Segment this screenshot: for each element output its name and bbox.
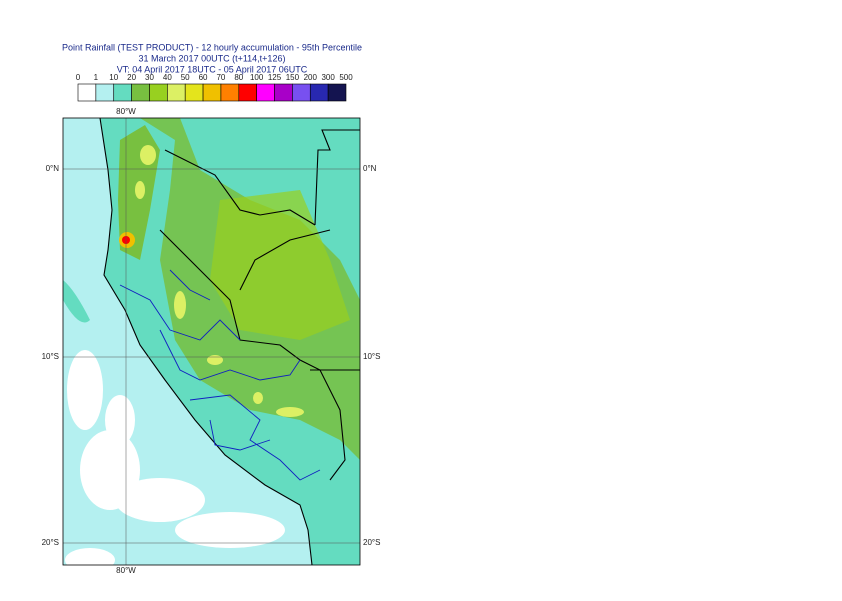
legend-label: 50 — [181, 73, 190, 82]
legend-label: 100 — [250, 73, 264, 82]
lat-label: 20°S — [42, 538, 59, 547]
legend-label: 40 — [163, 73, 172, 82]
legend-swatch — [184, 83, 204, 102]
legend-swatch — [220, 83, 240, 102]
lat-label: 10°S — [363, 352, 380, 361]
legend-label: 125 — [268, 73, 282, 82]
legend-label: 200 — [304, 73, 318, 82]
legend-swatch — [202, 83, 222, 102]
legend-label: 500 — [339, 73, 353, 82]
legend-label: 10 — [109, 73, 118, 82]
legend-swatch — [256, 83, 275, 102]
legend-label: 70 — [216, 73, 225, 82]
lat-label: 10°S — [42, 352, 59, 361]
legend-swatch — [131, 83, 150, 102]
legend-label: 300 — [321, 73, 335, 82]
legend-swatch — [95, 83, 115, 102]
lat-label: 20°S — [363, 538, 380, 547]
legend-swatch — [327, 83, 347, 102]
map-frame — [62, 117, 361, 566]
legend-label: 1 — [94, 73, 99, 82]
legend-swatch — [292, 83, 311, 102]
legend-label: 80 — [234, 73, 243, 82]
rainfall-map — [63, 118, 360, 565]
legend-swatch — [167, 83, 186, 102]
legend-swatch — [77, 83, 97, 102]
lon-label: 80°W — [116, 107, 136, 116]
lat-label: 0°N — [46, 164, 60, 173]
lat-label: 0°N — [363, 164, 377, 173]
legend-swatch — [274, 83, 293, 102]
run-info: 31 March 2017 00UTC (t+114,t+126) — [139, 53, 286, 63]
title: Point Rainfall (TEST PRODUCT) - 12 hourl… — [62, 42, 362, 52]
legend-swatch — [149, 83, 168, 102]
legend-swatch — [113, 83, 132, 102]
legend-label: 150 — [286, 73, 300, 82]
legend: 0 1 10 20 30 40 50 60 70 80 100 125 150 200 300 500 — [76, 73, 353, 102]
legend-label: 20 — [127, 73, 136, 82]
legend-swatch — [309, 83, 329, 102]
legend-swatch — [238, 83, 257, 102]
legend-label: 0 — [76, 73, 81, 82]
valid-time: VT: 04 April 2017 18UTC - 05 April 2017 … — [117, 64, 308, 74]
lon-label: 80°W — [116, 566, 136, 575]
legend-label: 60 — [199, 73, 208, 82]
legend-label: 30 — [145, 73, 154, 82]
